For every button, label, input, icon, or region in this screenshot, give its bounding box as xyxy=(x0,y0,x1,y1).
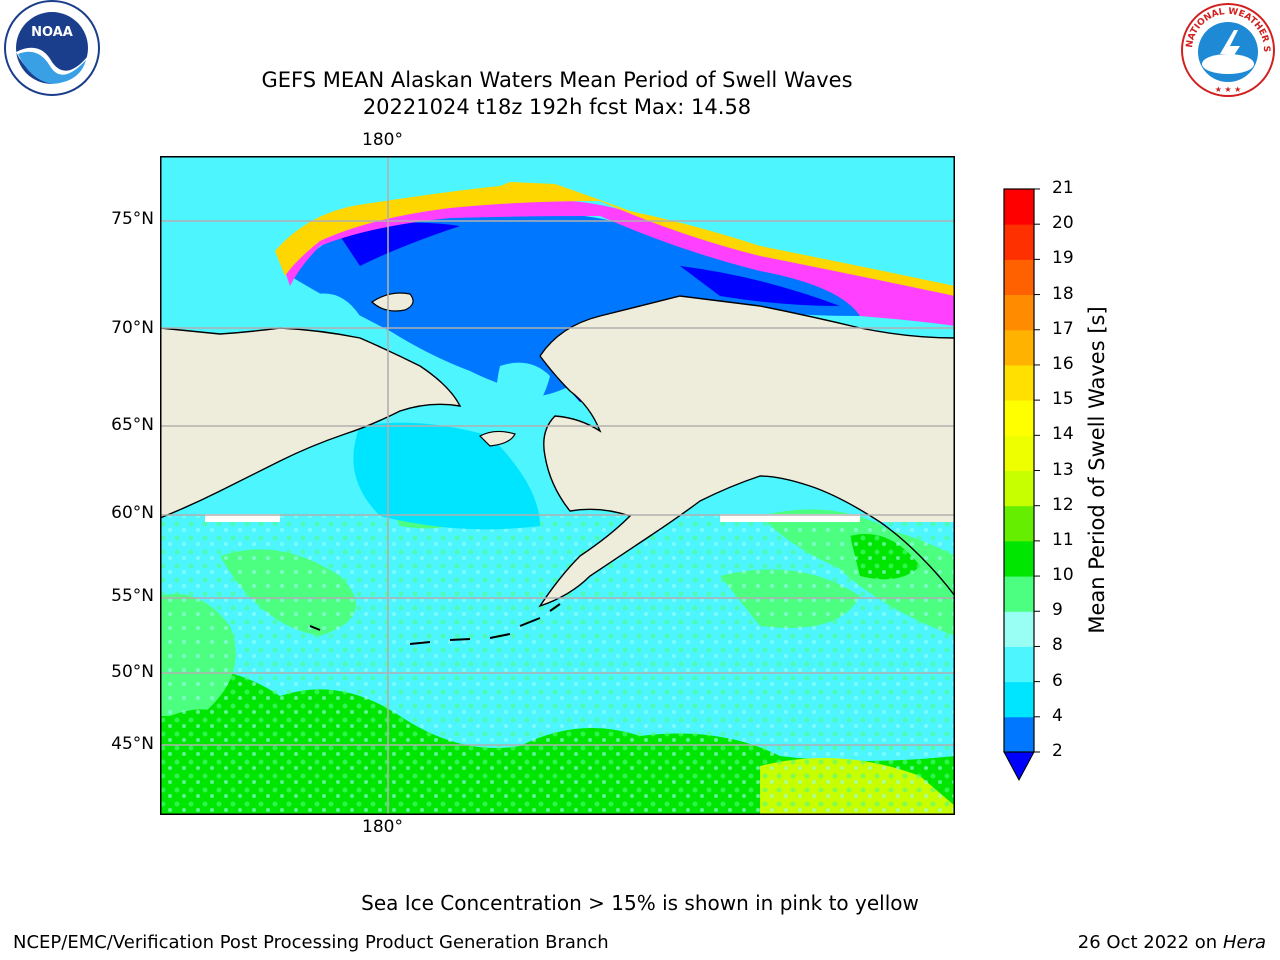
colorbar-segment xyxy=(1004,505,1034,542)
coastline-st-lawrence xyxy=(479,430,516,447)
colorbar-segment xyxy=(1004,400,1034,436)
date-credit-prefix: 26 Oct 2022 on xyxy=(1077,932,1223,953)
date-credit: 26 Oct 2022 on Hera xyxy=(1078,932,1266,953)
colorbar-tick-label: 11 xyxy=(1052,529,1074,550)
colorbar-segment xyxy=(1004,435,1034,471)
lat-label-65: 65°N xyxy=(111,415,154,435)
colorbar-tick-label: 15 xyxy=(1052,389,1074,410)
colorbar-segment xyxy=(1004,646,1034,683)
colorbar-segment xyxy=(1004,259,1034,296)
colorbar-tick-label: 21 xyxy=(1052,178,1074,198)
lat-label-75: 75°N xyxy=(111,209,154,229)
sea-ice-fringe-pink xyxy=(280,199,955,326)
colorbar-tick-label: 4 xyxy=(1052,705,1063,726)
colorbar-under-triangle xyxy=(1003,751,1035,782)
land-alaska xyxy=(540,296,955,606)
colorbar-tick-label: 17 xyxy=(1052,318,1074,339)
colorbar-segment xyxy=(1004,576,1034,612)
chart-title: GEFS MEAN Alaskan Waters Mean Period of … xyxy=(261,68,853,92)
coastline-alaska xyxy=(538,295,955,608)
lat-label-45: 45°N xyxy=(111,734,154,754)
colorbar-segment xyxy=(1004,681,1034,718)
mask-band-west xyxy=(205,514,280,522)
colorbar-segment xyxy=(1004,716,1034,753)
map-frame xyxy=(160,156,955,815)
svg-text:NOAA: NOAA xyxy=(31,25,73,40)
nws-logo: NATIONAL WEATHER SERVICE ★ ★ ★ xyxy=(1175,0,1278,100)
colorbar-tick-label: 12 xyxy=(1052,494,1074,515)
colorbar-segment xyxy=(1004,470,1034,507)
colorbar-segment xyxy=(1004,189,1034,225)
chart-subtitle: 20221024 t18z 192h fcst Max: 14.58 xyxy=(362,95,752,119)
sea-ice-note: Sea Ice Concentration > 15% is shown in … xyxy=(361,891,919,915)
coastline-siberia xyxy=(160,327,462,519)
svg-text:★ ★ ★: ★ ★ ★ xyxy=(1215,85,1242,94)
colorbar xyxy=(1003,188,1040,782)
lat-label-55: 55°N xyxy=(111,586,154,606)
colorbar-tick-label: 8 xyxy=(1052,635,1063,656)
noaa-logo: NOAA xyxy=(0,0,104,100)
colorbar-tick-label: 9 xyxy=(1052,600,1063,621)
swell-period-map xyxy=(160,156,955,815)
mask-band-east xyxy=(720,514,860,522)
colorbar-tick-label: 20 xyxy=(1052,213,1074,234)
colorbar-segment xyxy=(1004,364,1034,401)
colorbar-tick-label: 2 xyxy=(1052,741,1063,761)
colorbar-tick-label: 10 xyxy=(1052,565,1074,586)
colorbar-tick-label: 18 xyxy=(1052,283,1074,304)
swell-field-blue-arctic xyxy=(290,214,860,396)
swell-field-cyan-chukchi xyxy=(310,293,550,426)
colorbar-tick-label: 14 xyxy=(1052,424,1074,445)
land-wrangel-island xyxy=(372,293,414,311)
colorbar-segment xyxy=(1004,329,1034,366)
colorbar-tick-label: 6 xyxy=(1052,670,1063,691)
colorbar-tick-label: 16 xyxy=(1052,353,1074,374)
colorbar-tick-label: 19 xyxy=(1052,248,1074,269)
lat-label-70: 70°N xyxy=(111,318,154,338)
speckle-overlay xyxy=(160,516,955,815)
lat-label-50: 50°N xyxy=(111,662,154,682)
swell-field-deep-blue-arctic xyxy=(340,222,840,402)
land-st-lawrence-island xyxy=(480,431,515,446)
lat-label-60: 60°N xyxy=(111,503,154,523)
land-siberia xyxy=(160,328,460,518)
aleutian-islands xyxy=(309,603,561,645)
colorbar-title: Mean Period of Swell Waves [s] xyxy=(1085,306,1109,634)
date-credit-host: Hera xyxy=(1222,932,1266,953)
coastline-se-alaska xyxy=(879,521,955,597)
lon-label-top: 180° xyxy=(362,130,403,150)
colorbar-segment xyxy=(1004,224,1034,260)
coastline-wrangel xyxy=(371,292,414,312)
colorbar-segment xyxy=(1004,611,1034,647)
lon-label-bottom: 180° xyxy=(362,817,403,837)
swell-field-cyan-bering xyxy=(353,422,540,530)
graticule xyxy=(160,156,955,815)
colorbar-segment xyxy=(1004,294,1034,331)
colorbar-tick-label: 13 xyxy=(1052,459,1074,480)
branch-credit: NCEP/EMC/Verification Post Processing Pr… xyxy=(13,932,609,953)
colorbar-segment xyxy=(1004,540,1034,577)
